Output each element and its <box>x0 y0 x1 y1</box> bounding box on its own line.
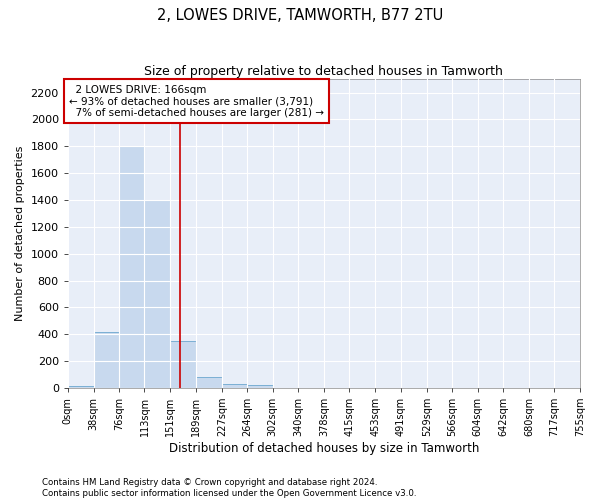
Bar <box>170 341 196 388</box>
X-axis label: Distribution of detached houses by size in Tamworth: Distribution of detached houses by size … <box>169 442 479 455</box>
Bar <box>145 200 170 388</box>
Bar <box>119 146 145 388</box>
Title: Size of property relative to detached houses in Tamworth: Size of property relative to detached ho… <box>145 65 503 78</box>
Text: 2, LOWES DRIVE, TAMWORTH, B77 2TU: 2, LOWES DRIVE, TAMWORTH, B77 2TU <box>157 8 443 22</box>
Text: Contains HM Land Registry data © Crown copyright and database right 2024.
Contai: Contains HM Land Registry data © Crown c… <box>42 478 416 498</box>
Bar <box>222 384 247 388</box>
Bar <box>247 385 272 388</box>
Bar <box>68 386 94 388</box>
Bar <box>94 332 119 388</box>
Bar <box>196 377 222 388</box>
Text: 2 LOWES DRIVE: 166sqm
← 93% of detached houses are smaller (3,791)
  7% of semi-: 2 LOWES DRIVE: 166sqm ← 93% of detached … <box>69 84 324 117</box>
Y-axis label: Number of detached properties: Number of detached properties <box>15 146 25 321</box>
